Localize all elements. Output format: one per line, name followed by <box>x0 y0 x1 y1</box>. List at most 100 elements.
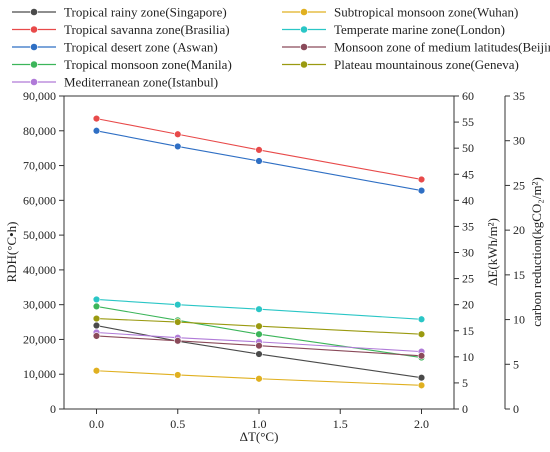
y-mid-tick-label: 20 <box>462 298 474 312</box>
y-mid-tick-label: 0 <box>462 402 468 416</box>
legend-swatch-marker <box>300 8 308 16</box>
legend-label: Tropical rainy zone(Singapore) <box>64 5 227 20</box>
legend-label: Monsoon zone of medium latitudes(Beijing… <box>334 40 550 55</box>
data-point <box>92 295 101 304</box>
series-line <box>96 305 422 359</box>
y-mid-axis: 0 5 10 15 20 25 30 35 40 45 50 55 60 <box>454 89 474 416</box>
legend-swatch-marker <box>300 25 308 34</box>
data-point <box>255 157 263 165</box>
series-line <box>96 370 422 386</box>
y-mid-tick-label: 50 <box>462 141 474 155</box>
data-point <box>255 342 263 350</box>
data-point <box>92 302 101 311</box>
data-point <box>255 350 263 358</box>
legend-swatch-marker <box>30 25 38 34</box>
y-left-tick-label: 0 <box>50 402 56 416</box>
data-point <box>174 130 182 138</box>
y-left-tick-label: 20,000 <box>23 332 56 346</box>
y-right-tick-label: 0 <box>513 402 519 416</box>
data-point <box>92 332 101 340</box>
y-right-tick-label: 25 <box>513 178 525 192</box>
data-point <box>417 186 426 195</box>
x-axis-label: ΔT(°C) <box>240 429 279 444</box>
y-right-tick-label: 15 <box>513 268 525 282</box>
y-mid-axis-label: ΔE(kWh/m²) <box>485 218 500 286</box>
y-right-tick-label: 30 <box>513 134 525 148</box>
data-point <box>174 142 182 151</box>
y-left-tick-label: 40,000 <box>23 263 56 277</box>
data-point <box>255 322 263 330</box>
series-line <box>96 324 422 379</box>
legend-swatch-marker <box>30 8 38 16</box>
y-left-axis-label: RDH(°C•h) <box>4 221 19 282</box>
y-mid-tick-label: 10 <box>462 350 474 364</box>
x-axis: 0.0 0.5 1.0 1.5 2.0 <box>89 409 429 431</box>
data-point <box>92 314 101 323</box>
y-mid-tick-label: 25 <box>462 272 474 286</box>
y-mid-tick-label: 15 <box>462 324 474 338</box>
legend-label: Tropical savanna zone(Brasilia) <box>64 22 230 37</box>
legend-label: Temperate marine zone(London) <box>334 22 505 37</box>
legend-swatch-marker <box>30 43 38 51</box>
data-point <box>92 367 101 375</box>
legend-label: Mediterranean zone(Istanbul) <box>64 75 218 90</box>
data-point <box>92 127 101 135</box>
data-point <box>255 305 263 313</box>
legend-label: Tropical monsoon zone(Manila) <box>64 57 232 72</box>
y-right-axis: 0 5 10 15 20 25 30 35 <box>504 89 525 416</box>
y-mid-tick-label: 40 <box>462 193 474 207</box>
x-tick-label: 2.0 <box>414 417 429 431</box>
legend-swatch-marker <box>30 78 38 86</box>
y-mid-tick-label: 45 <box>462 167 474 181</box>
data-point <box>92 114 101 123</box>
data-point <box>174 337 182 345</box>
y-right-tick-label: 5 <box>513 357 519 371</box>
legend-swatch-marker <box>300 60 308 69</box>
data-point <box>417 381 426 390</box>
y-mid-tick-label: 5 <box>462 376 468 390</box>
y-mid-tick-label: 55 <box>462 115 474 129</box>
y-left-tick-label: 80,000 <box>23 124 56 138</box>
series-line <box>96 335 422 357</box>
series-layer <box>92 114 426 390</box>
x-tick-label: 0.5 <box>170 417 185 431</box>
series-line <box>96 130 422 192</box>
y-left-axis: 0 10,000 20,000 30,000 40,000 50,000 60,000 70,… <box>23 89 64 416</box>
data-point <box>174 318 182 326</box>
y-left-tick-label: 50,000 <box>23 228 56 242</box>
x-tick-label: 1.5 <box>333 417 348 431</box>
legend-swatch-marker <box>30 60 38 69</box>
y-right-tick-label: 35 <box>513 89 525 103</box>
y-mid-tick-label: 30 <box>462 246 474 260</box>
legend-swatch-marker <box>300 43 308 51</box>
data-point <box>417 315 426 323</box>
series-line <box>96 318 422 335</box>
data-point <box>417 175 426 184</box>
y-left-tick-label: 10,000 <box>23 367 56 381</box>
series-line <box>96 331 422 353</box>
y-left-tick-label: 30,000 <box>23 298 56 312</box>
legend-label: Subtropical monsoon zone(Wuhan) <box>334 5 518 20</box>
data-point <box>92 321 101 330</box>
series-line <box>96 118 422 181</box>
legend: Tropical rainy zone(Singapore) Tropical s… <box>12 5 550 90</box>
y-right-tick-label: 10 <box>513 313 525 327</box>
data-point <box>255 330 263 338</box>
legend-label: Plateau mountainous zone(Geneva) <box>334 57 519 72</box>
data-point <box>174 300 182 309</box>
data-point <box>417 330 426 338</box>
x-tick-label: 0.0 <box>89 417 104 431</box>
data-point <box>255 146 263 154</box>
y-right-axis-label: carbon reduction(kgCO₂/m²) <box>529 177 544 327</box>
data-point <box>255 375 263 383</box>
y-left-tick-label: 60,000 <box>23 193 56 207</box>
plot-frame <box>63 95 455 410</box>
x-tick-label: 1.0 <box>252 417 267 431</box>
y-mid-tick-label: 60 <box>462 89 474 103</box>
series-line <box>96 298 422 320</box>
y-left-tick-label: 70,000 <box>23 159 56 173</box>
y-right-tick-label: 20 <box>513 223 525 237</box>
data-point <box>417 352 426 360</box>
y-mid-tick-label: 35 <box>462 219 474 233</box>
